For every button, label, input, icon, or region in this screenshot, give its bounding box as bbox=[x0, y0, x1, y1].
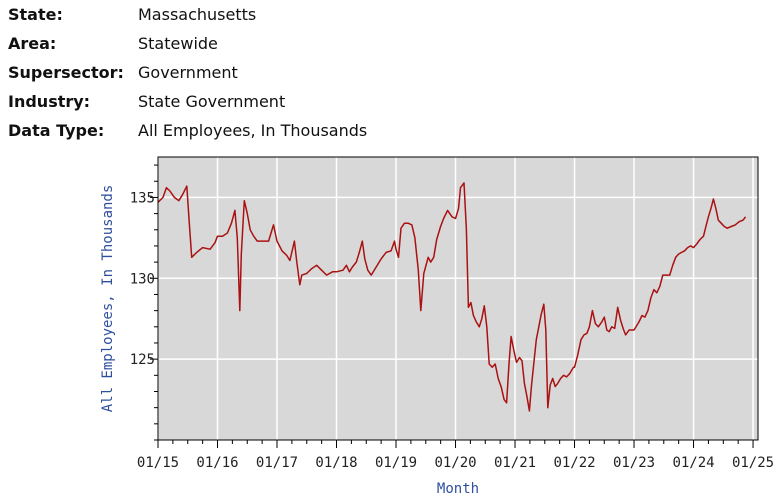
y-tick-label: 135 bbox=[130, 190, 155, 206]
series-line-state-government bbox=[157, 182, 747, 412]
supersector-label: Supersector: bbox=[8, 63, 124, 82]
x-tick-label: 01/21 bbox=[494, 455, 536, 471]
x-tick-label: 01/15 bbox=[137, 455, 179, 471]
state-label: State: bbox=[8, 5, 63, 24]
x-tick-label: 01/25 bbox=[732, 455, 774, 471]
x-tick-label: 01/16 bbox=[196, 455, 238, 471]
x-tick-label: 01/17 bbox=[256, 455, 298, 471]
plot-area bbox=[158, 157, 758, 440]
state-value: Massachusetts bbox=[138, 5, 257, 24]
supersector-value: Government bbox=[138, 63, 238, 82]
area-value: Statewide bbox=[138, 34, 218, 53]
x-tick-label: 01/18 bbox=[315, 455, 357, 471]
area-label: Area: bbox=[8, 34, 57, 53]
x-tick-label: 01/20 bbox=[434, 455, 476, 471]
axis-ticks: 01/15 01/16 01/17 01/18 01/19 01/20 01/21 01/22… bbox=[130, 164, 774, 471]
datatype-value: All Employees, In Thousands bbox=[138, 121, 368, 140]
industry-value: State Government bbox=[138, 92, 286, 111]
x-axis-title: Month bbox=[437, 481, 479, 497]
y-tick-label: 130 bbox=[130, 271, 155, 287]
x-tick-label: 01/24 bbox=[672, 455, 714, 471]
y-axis-title: All Employees, In Thousands bbox=[100, 185, 116, 413]
x-tick-label: 01/23 bbox=[613, 455, 655, 471]
y-tick-label: 125 bbox=[130, 352, 155, 368]
plot-border bbox=[157, 156, 759, 441]
industry-label: Industry: bbox=[8, 92, 91, 111]
x-tick-label: 01/22 bbox=[553, 455, 595, 471]
x-tick-label: 01/19 bbox=[375, 455, 417, 471]
datatype-label: Data Type: bbox=[8, 121, 105, 140]
